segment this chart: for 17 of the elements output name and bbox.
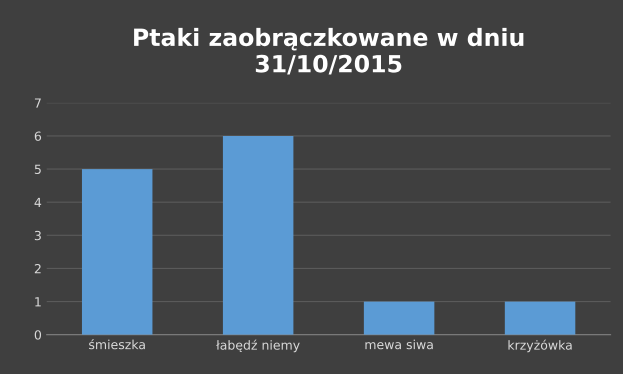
y-tick-label: 1	[35, 297, 41, 306]
x-tick-label: krzyżówka	[508, 340, 572, 352]
chart-title: Ptaki zaobrączkowane w dniu 31/10/2015	[134, 28, 524, 74]
x-tick-label: śmieszka	[89, 339, 145, 350]
bar	[504, 302, 576, 335]
y-tick-label: 5	[34, 164, 41, 174]
bar	[222, 136, 294, 335]
bar	[82, 169, 152, 335]
y-tick-label: 3	[34, 230, 41, 240]
bar	[364, 302, 434, 335]
y-tick-label: 7	[34, 98, 41, 108]
y-tick-label: 2	[34, 264, 41, 274]
x-tick-label: łabędź niemy	[216, 340, 300, 352]
y-tick-label: 6	[34, 131, 42, 141]
x-tick-label: mewa siwa	[365, 340, 433, 350]
y-tick-label: 0	[34, 330, 42, 340]
y-tick-label: 4	[34, 198, 42, 207]
